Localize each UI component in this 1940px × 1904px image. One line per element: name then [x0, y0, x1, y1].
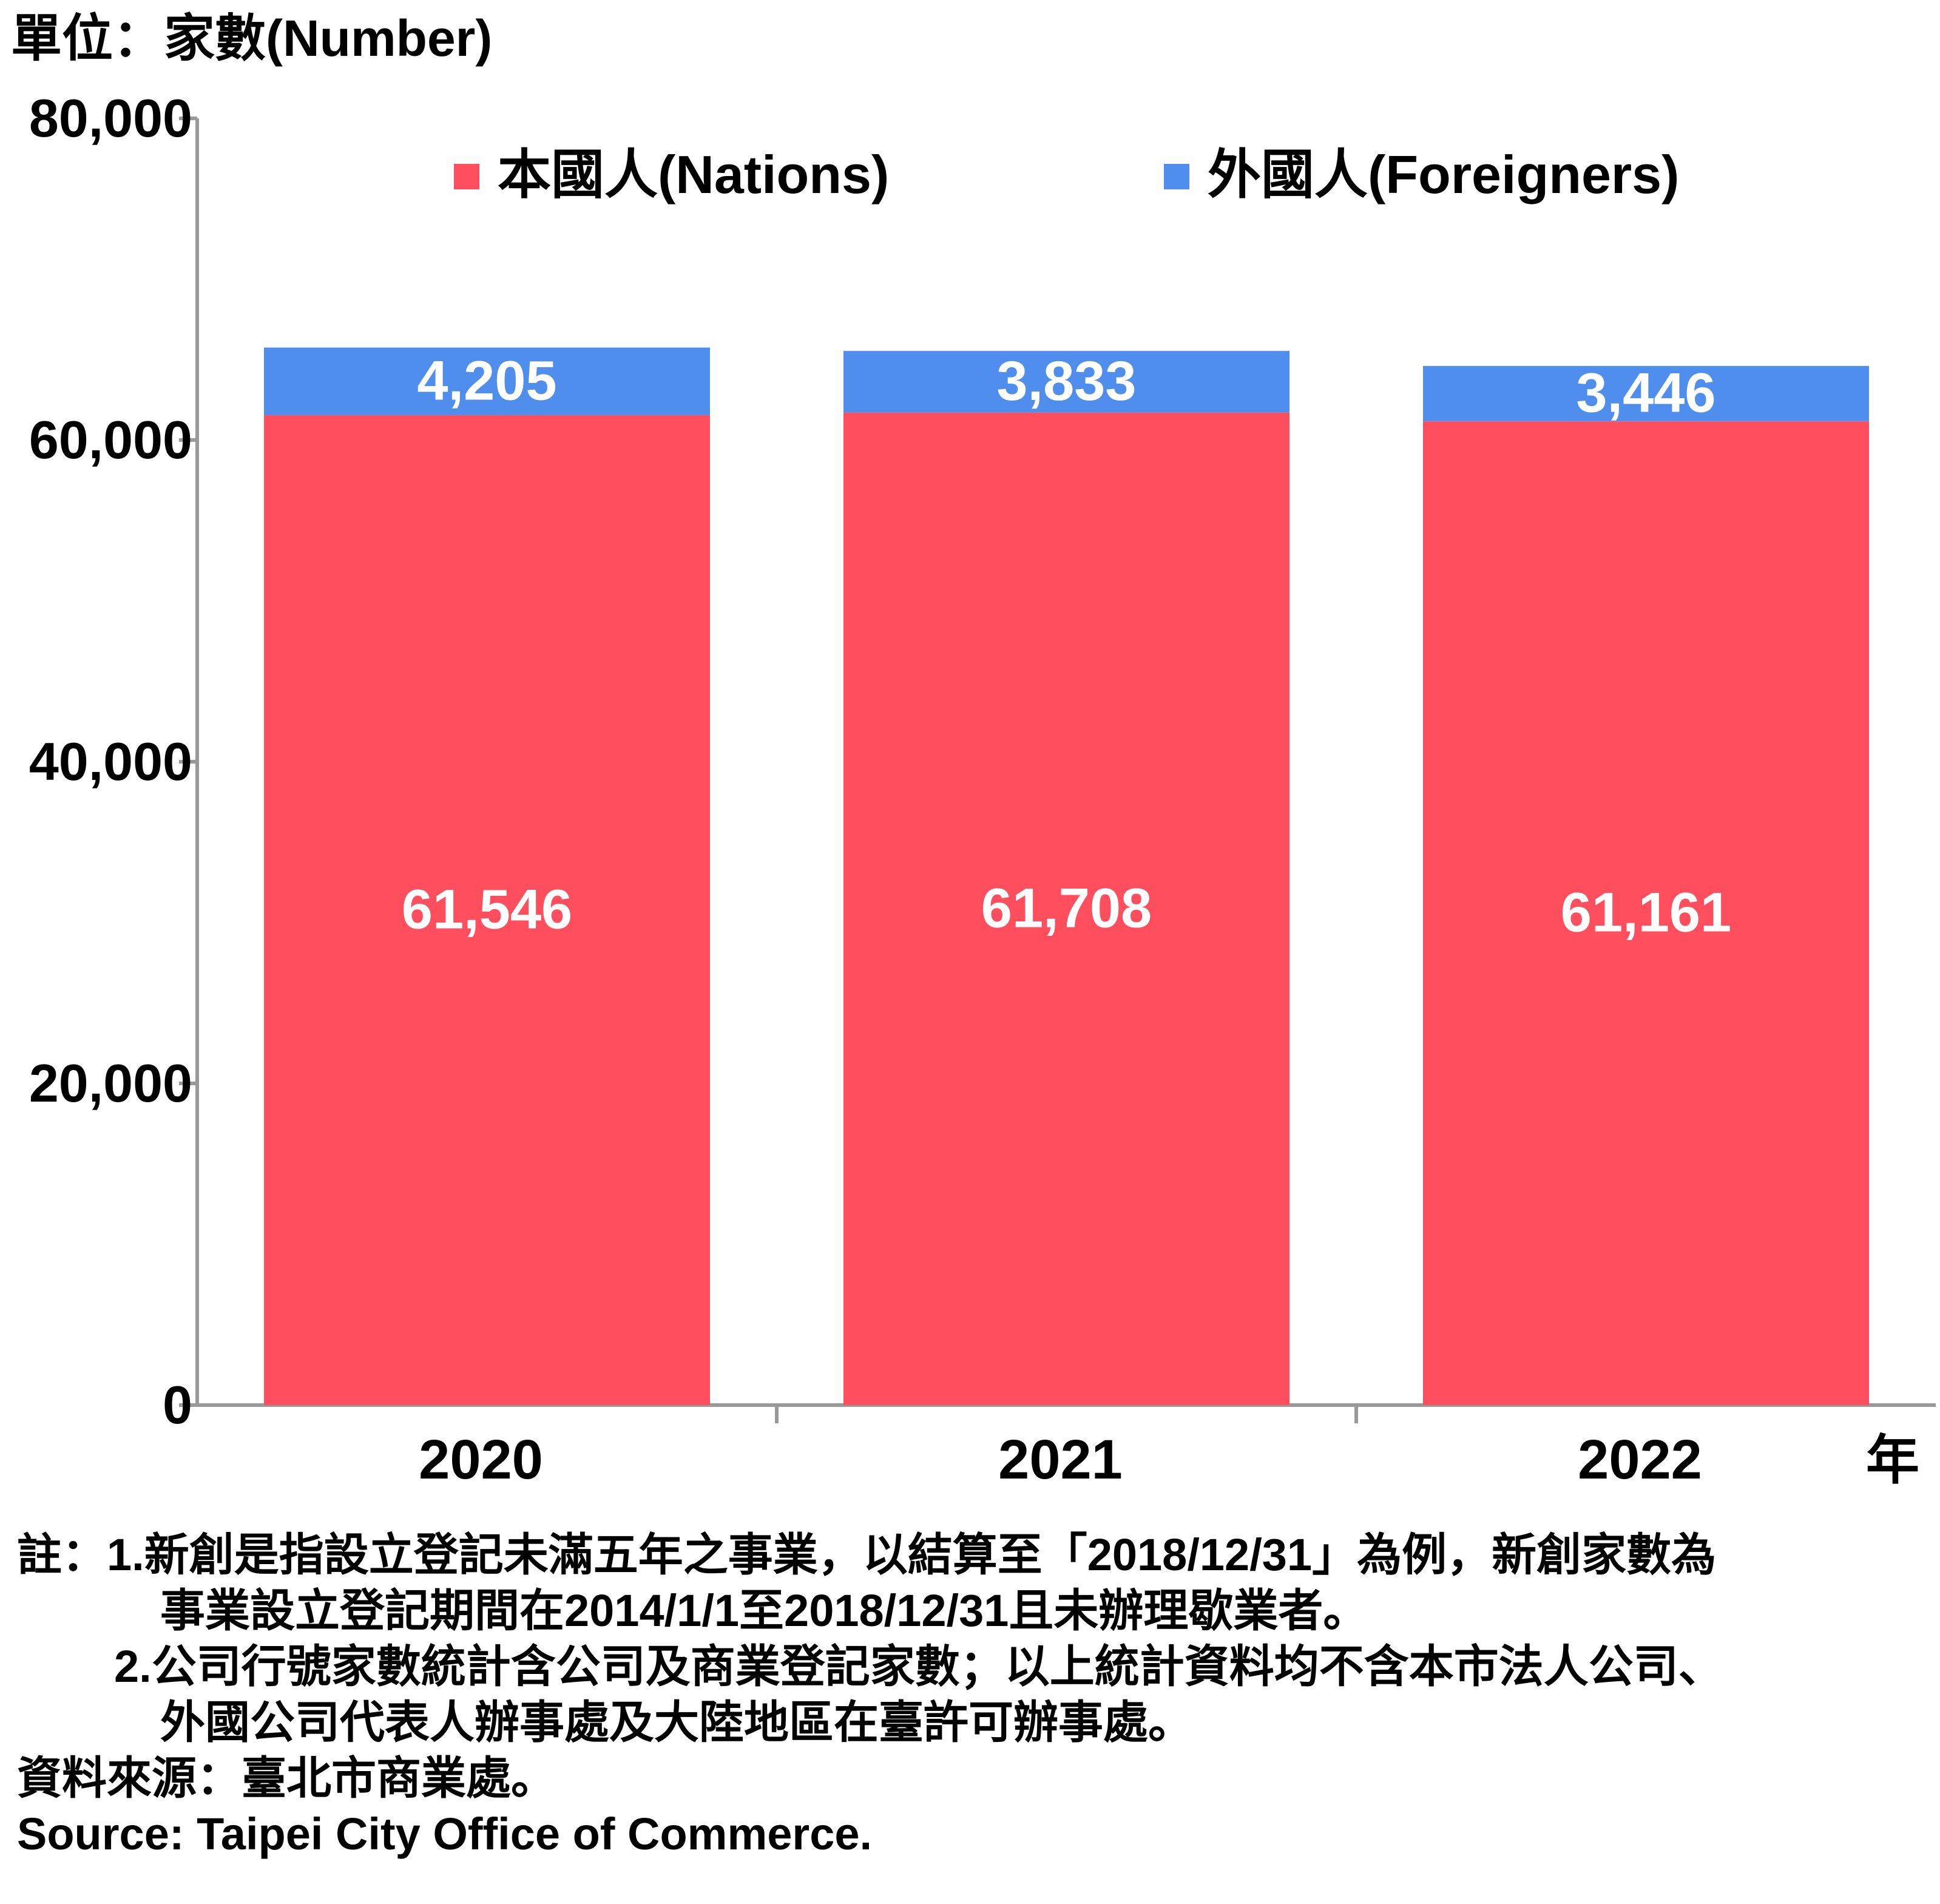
- unit-label: 單位：家數(Number): [11, 10, 492, 67]
- notes: 註：1.新創是指設立登記未滿五年之事業，以結算至「2018/12/31」為例，新…: [17, 1527, 1723, 1862]
- bar-segment: [1423, 421, 1869, 1405]
- y-tick-label: 0: [163, 1375, 192, 1435]
- bar-segment: [843, 412, 1289, 1405]
- data-label: 61,708: [981, 877, 1152, 939]
- legend-swatch: [454, 164, 479, 189]
- note-2-cont: 外國公司代表人辦事處及大陸地區在臺許可辦事處。: [160, 1697, 1193, 1747]
- legend-swatch: [1164, 164, 1189, 189]
- x-tick-label: 2021: [998, 1429, 1123, 1491]
- bar-segment: [1423, 365, 1869, 422]
- axes: 0 20,000 40,000 60,000 80,000 2020 2021 2022: [29, 88, 1936, 1491]
- x-unit-label: 年: [1866, 1430, 1919, 1490]
- note-1: 註：1.新創是指設立登記未滿五年之事業，以結算至「2018/12/31」為例，新…: [17, 1530, 1717, 1580]
- data-label: 3,446: [1576, 362, 1715, 424]
- stacked-bar-chart: 單位：家數(Number) 0 20,000 40,000 60,000 80,000 2…: [11, 10, 1936, 1491]
- bar-segment: [264, 415, 710, 1405]
- y-tick-label: 20,000: [29, 1053, 192, 1113]
- bar-segment: [264, 347, 710, 416]
- data-label: 61,546: [402, 879, 572, 941]
- note-1-cont: 事業設立登記期間在2014/1/1至2018/12/31且未辦理歇業者。: [160, 1585, 1368, 1636]
- y-tick-label: 40,000: [29, 731, 192, 791]
- data-label: 3,833: [996, 350, 1136, 412]
- bar-segment: [843, 351, 1289, 413]
- legend-label: 外國人(Foreigners): [1208, 144, 1679, 205]
- source-zh: 資料來源：臺北市商業處。: [17, 1753, 556, 1803]
- source-en: Source: Taipei City Office of Commerce.: [17, 1809, 873, 1859]
- x-tick-label: 2022: [1578, 1429, 1702, 1491]
- y-tick-label: 80,000: [29, 88, 192, 148]
- x-tick-label: 2020: [419, 1429, 543, 1491]
- y-tick-label: 60,000: [29, 410, 192, 470]
- data-label: 4,205: [417, 350, 556, 412]
- note-2: 2.公司行號家數統計含公司及商業登記家數；以上統計資料均不含本市法人公司、: [114, 1641, 1723, 1692]
- data-label: 61,161: [1561, 882, 1731, 944]
- legend: 本國人(Nations) 外國人(Foreigners): [454, 144, 1679, 205]
- legend-label: 本國人(Nations): [498, 144, 889, 205]
- bars: 61,546 4,205 61,708 3,833 61,161 3,446: [264, 347, 1869, 1405]
